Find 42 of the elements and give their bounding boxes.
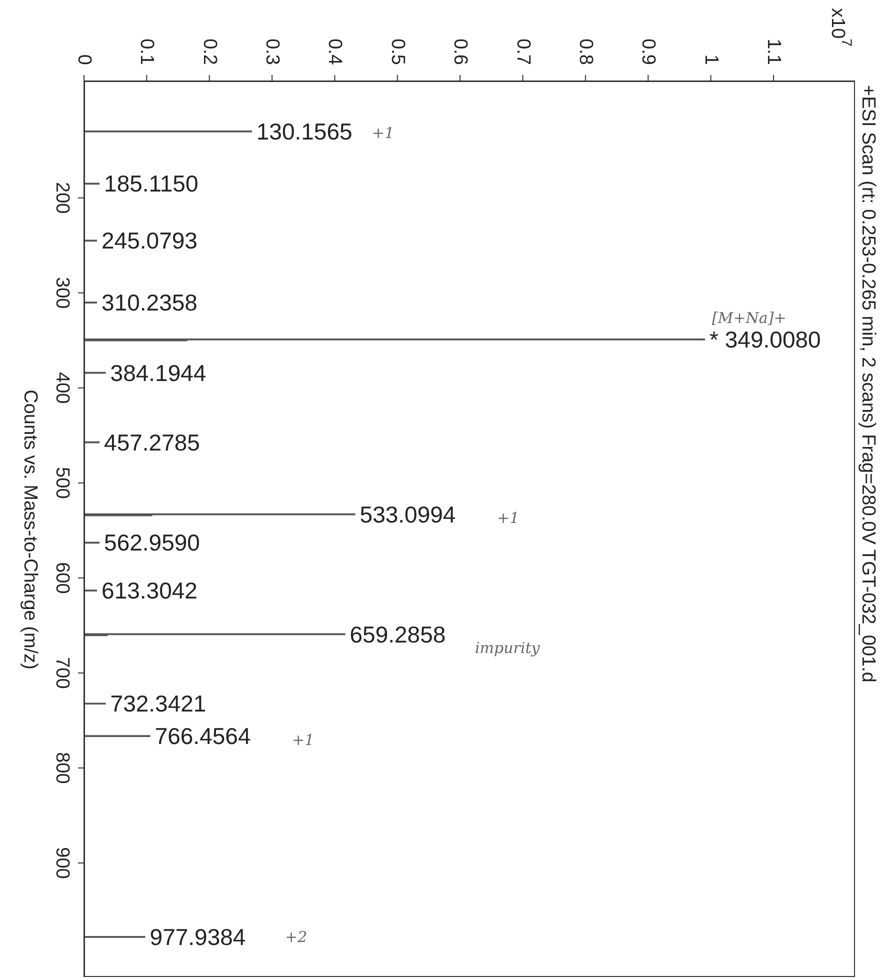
annotation: 732.3421 [110,690,206,717]
annotation: +1 [497,509,520,527]
y-tick-label: 700 [52,657,72,689]
annotation: 613.3042 [102,578,198,604]
annotation: * 349.0080 [710,326,821,352]
annotation: 384.1944 [110,360,206,386]
y-tick-label: 800 [52,752,72,784]
x-tick-label: 0.6 [450,38,471,65]
annotation: 185.1150 [104,170,198,197]
y-tick-label: 600 [52,562,72,594]
annotation: 533.0994 [360,501,456,528]
x-tick-label: 0.8 [574,38,596,65]
annotation: 977.9384 [150,924,246,950]
x-tick-label: 0.3 [262,38,283,65]
y-tick-label: 400 [52,372,72,404]
annotation: +1 [292,731,314,749]
x-tick-label: 1 [700,54,722,65]
annotation: 457.2785 [104,429,200,456]
annotation: [M+Na]+ [712,309,786,327]
y-tick-label: 500 [52,467,72,499]
annotation: +2 [285,928,308,946]
x-tick-label: 0 [74,54,94,65]
x-tick-label: 0.2 [198,38,220,65]
x-tick-label: 0.5 [386,38,408,65]
annotation: 659.2858 [350,621,446,648]
annotation: 130.1565 [256,118,352,145]
y-tick-label: 900 [52,847,72,879]
annotation: 245.0793 [102,228,198,254]
annotation: 562.9590 [104,530,200,556]
y-axis-title: Counts vs. Mass-to-Charge (m/z) [20,390,40,670]
text: +ESI Scan (rt: 0.253-0.265 min, 2 scans) Frag=280.0V TGT-032_001.d [858,85,878,682]
annotation: 766.4564 [154,723,251,750]
annotation: +1 [372,124,394,142]
x-tick-label: 0.4 [324,38,346,66]
y-tick-label: 300 [52,277,72,309]
x-tick-label: 0.1 [136,38,158,65]
x-tick-label: 0.9 [638,38,659,65]
annotation: impurity [475,639,540,657]
x-tick-label: 1.1 [763,38,784,65]
x-tick-label: 0.7 [512,38,534,65]
y-tick-label: 200 [52,182,72,214]
annotation: 310.2358 [102,290,198,316]
